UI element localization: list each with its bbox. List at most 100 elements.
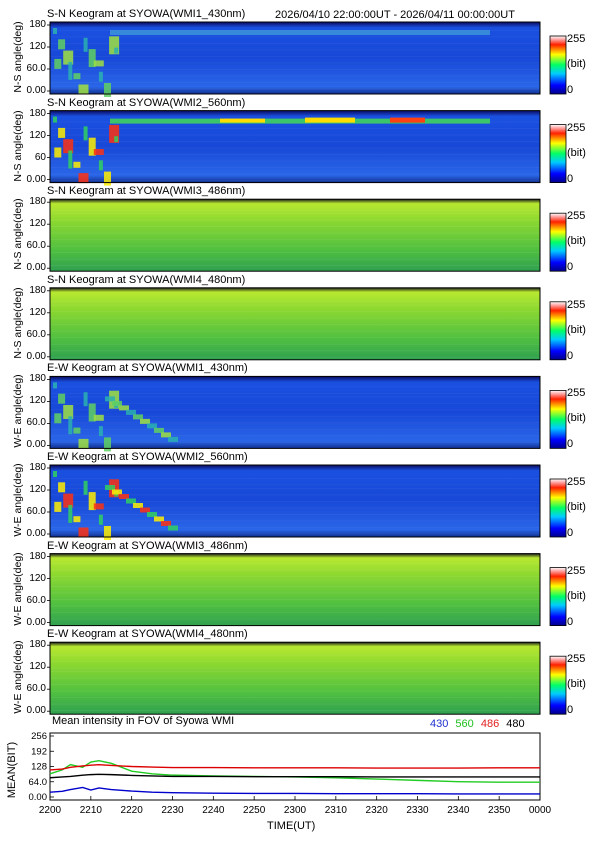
x-tick-label: 2230 xyxy=(161,805,184,816)
colorbar-unit-label: (bit) xyxy=(567,678,586,691)
colorbar-max-label: 255 xyxy=(567,298,586,311)
colorbar-unit-label: (bit) xyxy=(567,501,586,513)
keogram-panel-6 xyxy=(47,464,541,540)
keogram-ytick: 120 xyxy=(29,306,46,318)
keogram-ytick: 0.00 xyxy=(26,173,46,185)
x-tick-label: 2320 xyxy=(366,805,389,816)
legend-item-430: 430 xyxy=(430,718,449,730)
colorbar-3 xyxy=(549,212,567,272)
keogram-ytick: 0.00 xyxy=(26,705,46,717)
colorbar-unit-label: (bit) xyxy=(567,412,586,425)
x-tick-label: 2330 xyxy=(406,805,429,816)
keogram-title: E-W Keogram at SYOWA(WMI1_430nm) xyxy=(47,362,248,375)
colorbar-5 xyxy=(549,389,567,449)
time-range-label: 2026/04/10 22:00:00UT - 2026/04/11 00:00… xyxy=(275,9,515,21)
keogram-ytick: 120 xyxy=(29,572,46,584)
x-tick-label: 0000 xyxy=(529,805,552,816)
colorbar-max-label: 255 xyxy=(567,210,586,223)
colorbar-unit-label: (bit) xyxy=(567,235,586,248)
x-tick-label: 2300 xyxy=(284,805,307,816)
keogram-ytick: 60.0 xyxy=(26,328,46,340)
colorbar-min-label: 0 xyxy=(567,704,574,717)
keogram-ytick: 180 xyxy=(29,196,46,208)
x-tick-label: 2240 xyxy=(202,805,225,816)
colorbar-min-label: 0 xyxy=(567,527,574,539)
legend-item-560: 560 xyxy=(455,718,474,730)
colorbar-min-label: 0 xyxy=(567,615,574,628)
keogram-panel-5 xyxy=(47,375,541,452)
colorbar-unit-label: (bit) xyxy=(567,589,586,602)
colorbar-unit-label: (bit) xyxy=(567,323,586,336)
keogram-ytick: 180 xyxy=(29,284,46,296)
legend-item-486: 486 xyxy=(480,718,500,730)
x-tick-label: 2250 xyxy=(243,805,266,816)
colorbar-6 xyxy=(549,478,567,538)
colorbar-max-label: 255 xyxy=(567,387,586,400)
x-tick-label: 2220 xyxy=(121,805,144,816)
keogram-ytick: 120 xyxy=(29,661,46,673)
keogram-title: E-W Keogram at SYOWA(WMI2_560nm) xyxy=(47,451,248,463)
y-tick-label: 0.00 xyxy=(29,792,48,803)
keogram-ytick: 120 xyxy=(29,218,46,230)
keogram-ytick: 0.00 xyxy=(26,616,46,628)
x-tick-label: 2350 xyxy=(488,805,511,816)
colorbar-max-label: 255 xyxy=(567,476,586,488)
keogram-panel-7 xyxy=(47,553,541,627)
keogram-ytick: 0.00 xyxy=(26,85,46,96)
y-axis-label: MEAN(BIT) xyxy=(6,741,19,799)
keogram-ytick: 60.0 xyxy=(26,63,46,74)
keogram-ytick: 60.0 xyxy=(26,594,46,606)
colorbar-2 xyxy=(549,124,567,183)
keogram-ytick: 0.00 xyxy=(26,528,46,539)
colorbar-4 xyxy=(549,301,567,361)
colorbar-min-label: 0 xyxy=(567,84,574,96)
keogram-ytick: 180 xyxy=(29,19,46,30)
colorbar-min-label: 0 xyxy=(567,261,574,274)
keogram-title: S-N Keogram at SYOWA(WMI1_430nm) xyxy=(47,8,246,20)
x-tick-label: 2310 xyxy=(325,805,348,816)
timeseries-title: Mean intensity in FOV of Syowa WMI xyxy=(52,715,235,727)
keogram-panel-1 xyxy=(47,21,541,97)
colorbar-max-label: 255 xyxy=(567,33,586,45)
colorbar-min-label: 0 xyxy=(567,349,574,362)
keogram-title: S-N Keogram at SYOWA(WMI4_480nm) xyxy=(47,273,246,286)
keogram-title: S-N Keogram at SYOWA(WMI2_560nm) xyxy=(47,96,246,109)
keogram-title: E-W Keogram at SYOWA(WMI4_480nm) xyxy=(47,628,248,641)
keogram-title: E-W Keogram at SYOWA(WMI3_486nm) xyxy=(47,539,248,552)
keogram-panel-4 xyxy=(47,287,541,361)
colorbar-1 xyxy=(549,35,567,95)
colorbar-unit-label: (bit) xyxy=(567,58,586,70)
keogram-ytick: 0.00 xyxy=(26,262,46,274)
colorbar-max-label: 255 xyxy=(567,653,586,666)
colorbar-8 xyxy=(549,655,567,715)
keogram-ytick: 60 xyxy=(34,151,46,163)
x-tick-label: 2340 xyxy=(447,805,470,816)
colorbar-unit-label: (bit) xyxy=(567,146,586,159)
keogram-ytick: 120 xyxy=(29,129,46,141)
colorbar-max-label: 255 xyxy=(567,121,586,134)
keogram-ytick: 120 xyxy=(29,395,46,407)
keogram-ytick: 120 xyxy=(29,484,46,495)
keogram-ytick: 180 xyxy=(29,462,46,473)
keogram-ytick: 180 xyxy=(29,373,46,385)
keogram-ytick: 180 xyxy=(29,107,46,119)
legend-item-480: 480 xyxy=(506,718,525,730)
colorbar-min-label: 0 xyxy=(567,438,574,451)
keogram-ytick: 0.00 xyxy=(26,350,46,362)
keogram-ytick: 60.0 xyxy=(26,683,46,695)
keogram-ytick: 60.0 xyxy=(26,417,46,429)
series-line-486 xyxy=(49,763,540,771)
colorbar-max-label: 255 xyxy=(567,564,586,577)
keogram-ytick: 0.00 xyxy=(26,439,46,451)
keogram-panel-3 xyxy=(47,198,541,272)
keogram-ytick: 60.0 xyxy=(26,240,46,252)
colorbar-min-label: 0 xyxy=(567,172,574,185)
keogram-panel-8 xyxy=(47,641,541,715)
keogram-ytick: 180 xyxy=(29,639,46,651)
x-axis-label: TIME(UT) xyxy=(267,820,316,832)
y-tick-label: 192 xyxy=(31,746,47,757)
keogram-title: S-N Keogram at SYOWA(WMI3_486nm) xyxy=(47,185,246,198)
y-tick-label: 128 xyxy=(31,762,47,773)
series-line-480 xyxy=(49,773,540,779)
